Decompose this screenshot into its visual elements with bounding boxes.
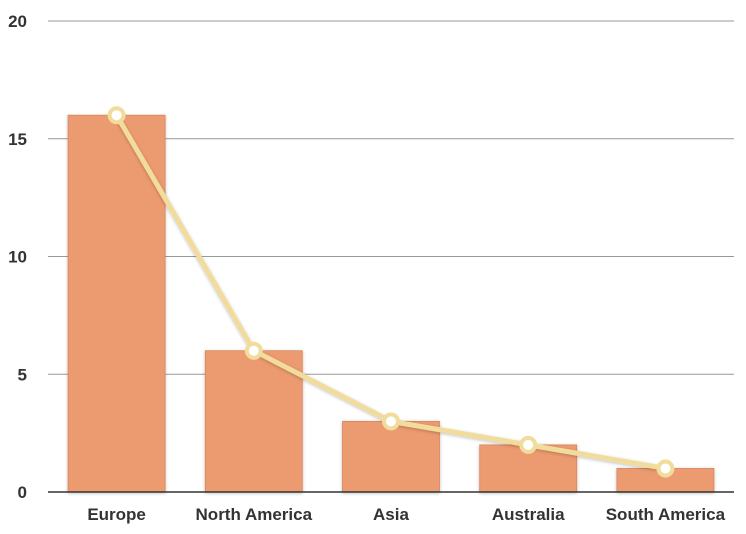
y-tick-label: 10 — [8, 248, 27, 267]
x-tick-label: Australia — [492, 505, 565, 524]
bar-europe — [67, 114, 166, 493]
x-axis-labels: Europe North America Asia Australia South Am… — [87, 505, 725, 524]
x-tick-label: North America — [196, 505, 313, 524]
x-tick-label: South America — [606, 505, 726, 524]
y-tick-label: 20 — [8, 12, 27, 31]
line-point-asia — [382, 412, 400, 431]
y-tick-label: 5 — [18, 365, 27, 384]
line-point-south-america — [656, 459, 675, 478]
line-point-australia — [519, 435, 538, 454]
bars — [67, 114, 715, 493]
line-point-europe — [107, 106, 126, 125]
bar-north-america — [204, 350, 303, 493]
y-tick-label: 0 — [18, 483, 27, 502]
x-tick-label: Europe — [87, 505, 146, 524]
line-point-north-america — [244, 341, 263, 360]
y-tick-label: 15 — [8, 130, 27, 149]
trend-line — [107, 106, 675, 478]
y-axis-ticks: 0 5 10 15 20 — [8, 12, 27, 502]
bar-asia — [342, 420, 440, 493]
x-tick-label: Asia — [373, 505, 409, 524]
